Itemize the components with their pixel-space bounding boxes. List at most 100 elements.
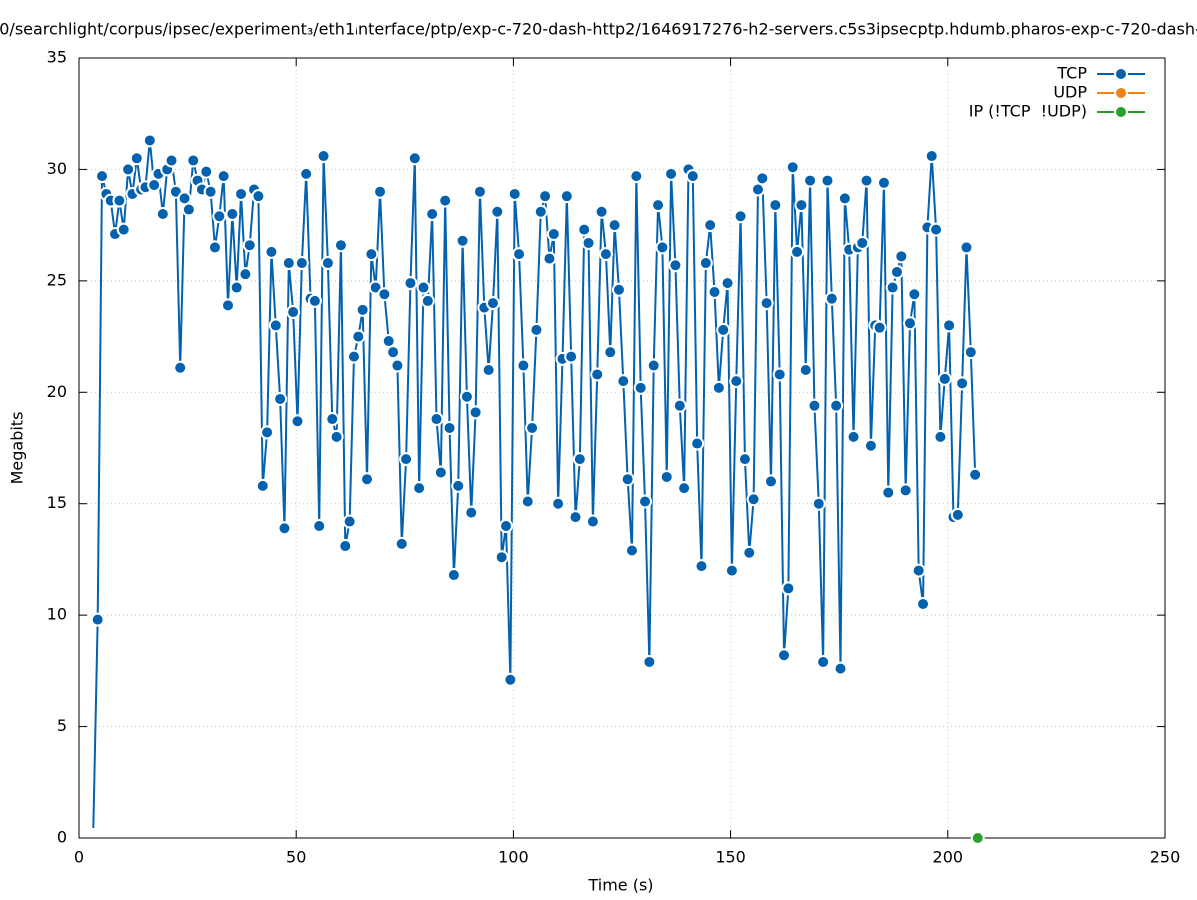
data-point xyxy=(929,222,944,237)
data-point xyxy=(659,469,674,484)
data-point xyxy=(651,198,666,213)
data-point xyxy=(716,322,731,337)
data-point xyxy=(742,545,757,560)
data-point xyxy=(260,425,275,440)
data-point xyxy=(859,173,874,188)
x-tick-label: 150 xyxy=(715,848,746,867)
data-point xyxy=(281,256,296,271)
data-point xyxy=(846,429,861,444)
data-point xyxy=(451,478,466,493)
data-point xyxy=(677,481,692,496)
data-point xyxy=(425,207,440,221)
data-point xyxy=(255,478,270,493)
data-point xyxy=(672,398,687,413)
data-point xyxy=(438,193,453,208)
data-point xyxy=(916,597,931,611)
data-point xyxy=(633,380,648,395)
data-point xyxy=(251,189,266,204)
data-point xyxy=(112,193,127,208)
data-point xyxy=(499,519,514,533)
data-point xyxy=(307,293,322,308)
data-point xyxy=(889,264,904,279)
data-point xyxy=(970,831,985,845)
data-point xyxy=(720,276,735,291)
data-point xyxy=(968,467,983,482)
data-point xyxy=(446,568,461,583)
data-point xyxy=(937,371,952,386)
data-point xyxy=(355,302,370,317)
data-point xyxy=(277,521,292,536)
data-point xyxy=(546,227,561,242)
x-axis-label: Time (s) xyxy=(587,876,653,895)
data-point xyxy=(346,349,361,364)
data-point xyxy=(903,316,918,331)
data-point xyxy=(351,329,366,344)
data-point xyxy=(364,247,379,262)
data-point xyxy=(790,244,805,259)
data-point xyxy=(703,218,718,233)
data-point xyxy=(238,267,253,282)
data-point xyxy=(594,204,609,219)
data-point xyxy=(229,280,244,295)
data-point xyxy=(199,164,214,179)
data-point xyxy=(881,485,896,500)
data-point xyxy=(620,472,635,487)
data-point xyxy=(329,429,344,444)
data-point xyxy=(668,258,683,273)
data-point xyxy=(577,222,592,237)
data-point xyxy=(924,149,939,164)
data-point xyxy=(516,358,531,373)
data-point xyxy=(611,282,626,297)
data-point xyxy=(785,160,800,175)
data-point xyxy=(433,465,448,480)
data-point xyxy=(503,672,518,687)
data-point xyxy=(781,581,796,596)
data-point xyxy=(490,204,505,219)
data-point xyxy=(694,559,709,574)
data-point xyxy=(273,391,288,406)
data-point xyxy=(268,318,283,333)
data-point xyxy=(220,298,235,313)
y-tick-label: 20 xyxy=(47,382,67,401)
data-point xyxy=(724,563,739,578)
data-point xyxy=(707,285,722,299)
legend-marker xyxy=(1114,86,1128,100)
data-point xyxy=(698,256,713,271)
data-point xyxy=(512,247,527,262)
data-point xyxy=(542,251,557,266)
data-point xyxy=(559,189,574,204)
data-point xyxy=(655,240,670,255)
data-point xyxy=(907,287,922,302)
data-point xyxy=(333,238,348,253)
data-point xyxy=(777,648,792,663)
data-point xyxy=(911,563,926,578)
data-point xyxy=(642,654,657,669)
data-point xyxy=(525,420,540,435)
y-tick-label: 0 xyxy=(57,828,67,847)
data-point xyxy=(442,420,457,435)
data-point xyxy=(155,207,170,221)
data-point xyxy=(429,412,444,427)
data-point xyxy=(829,398,844,413)
data-point xyxy=(320,256,335,271)
data-point xyxy=(737,452,752,467)
data-point xyxy=(959,240,974,255)
data-point xyxy=(876,175,891,190)
data-point xyxy=(803,173,818,188)
data-point xyxy=(234,186,249,201)
data-point xyxy=(403,276,418,291)
data-point xyxy=(833,661,848,676)
data-point xyxy=(464,505,479,520)
data-point xyxy=(290,414,305,429)
data-point xyxy=(898,483,913,498)
y-tick-label: 15 xyxy=(47,493,67,512)
data-point xyxy=(468,405,483,420)
data-point xyxy=(507,186,522,201)
data-point xyxy=(394,536,409,551)
data-point xyxy=(616,374,631,389)
data-point xyxy=(407,151,422,166)
data-point xyxy=(386,345,401,360)
data-point xyxy=(316,149,331,164)
